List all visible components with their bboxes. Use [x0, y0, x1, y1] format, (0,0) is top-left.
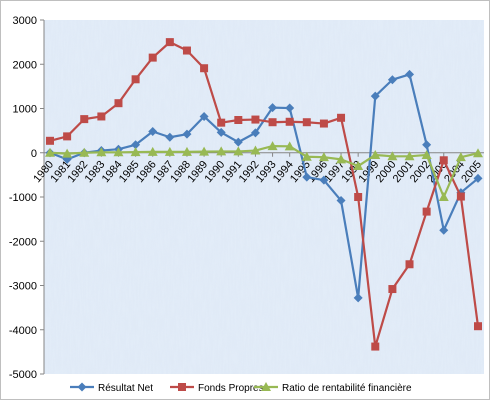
- data-point: [405, 69, 415, 79]
- data-point: [473, 148, 483, 158]
- y-tick-label: 0: [31, 148, 37, 160]
- data-point: [80, 115, 89, 124]
- data-point: [422, 140, 432, 150]
- data-point: [62, 148, 73, 158]
- data-point: [439, 225, 449, 235]
- plot-texture: [44, 20, 484, 374]
- legend-label: Résultat Net: [98, 383, 153, 394]
- data-point: [165, 132, 175, 142]
- legend-label: Fonds Propres: [198, 383, 264, 394]
- data-point: [148, 127, 158, 137]
- y-tick-label: 3000: [13, 15, 37, 27]
- data-point: [438, 192, 449, 201]
- data-point: [182, 46, 191, 55]
- data-point: [45, 147, 55, 157]
- data-point: [130, 147, 141, 157]
- data-point: [318, 152, 329, 162]
- data-point: [405, 260, 414, 269]
- legend-marker: [261, 382, 271, 391]
- data-point: [216, 146, 227, 156]
- data-point: [422, 207, 431, 216]
- data-point: [147, 146, 158, 156]
- data-point: [353, 293, 363, 303]
- data-point: [181, 146, 192, 156]
- data-point: [250, 145, 261, 155]
- data-point: [96, 147, 107, 157]
- data-point: [371, 342, 380, 351]
- data-point: [234, 116, 243, 125]
- data-point: [63, 132, 72, 141]
- data-point: [217, 118, 226, 127]
- data-point: [251, 115, 260, 124]
- data-point: [387, 75, 397, 85]
- data-point: [148, 53, 157, 62]
- data-point: [370, 91, 380, 101]
- data-point: [285, 117, 294, 126]
- data-point: [302, 172, 312, 182]
- plot-area: [43, 20, 484, 374]
- y-tick-label: -5000: [9, 369, 37, 381]
- data-point: [388, 285, 397, 294]
- data-point: [164, 146, 175, 156]
- data-point: [336, 196, 346, 206]
- data-point: [113, 147, 124, 157]
- data-point: [473, 173, 483, 183]
- series-1: [45, 69, 483, 303]
- data-point: [421, 149, 432, 159]
- data-point: [199, 111, 209, 121]
- data-point: [268, 118, 277, 127]
- data-point: [182, 129, 192, 139]
- data-point: [284, 141, 295, 151]
- data-point: [268, 103, 278, 113]
- data-point: [370, 149, 381, 159]
- legend: Résultat Net Fonds Propres Ratio de rentab…: [70, 382, 412, 394]
- data-point: [233, 146, 244, 156]
- legend-marker: [178, 383, 186, 391]
- data-point: [285, 103, 295, 113]
- series-layer: [45, 38, 483, 351]
- data-point: [319, 119, 328, 128]
- data-point: [319, 175, 329, 185]
- data-point: [404, 151, 415, 161]
- data-point: [455, 152, 466, 162]
- legend-label: Ratio de rentabilité financière: [282, 383, 412, 394]
- data-point: [337, 113, 346, 122]
- data-point: [165, 38, 174, 47]
- legend-marker: [77, 382, 87, 392]
- data-point: [456, 192, 465, 201]
- data-point: [131, 140, 141, 150]
- y-tick-label: 2000: [13, 59, 37, 71]
- data-point: [79, 147, 90, 157]
- data-point: [302, 118, 311, 127]
- data-point: [200, 64, 209, 73]
- data-point: [216, 127, 226, 137]
- y-tick-label: -1000: [9, 192, 37, 204]
- data-point: [97, 112, 106, 121]
- series-line: [49, 145, 479, 199]
- data-point: [354, 193, 363, 201]
- y-tick-label: -2000: [9, 236, 37, 248]
- y-axis: 3000 2000 1000 0 -1000 -2000 -3000 -4000 -5000: [9, 15, 44, 381]
- data-point: [199, 146, 210, 156]
- data-point: [46, 136, 54, 145]
- y-tick-label: 1000: [13, 104, 37, 116]
- y-tick-label: -3000: [9, 281, 37, 293]
- data-point: [353, 161, 364, 171]
- data-point: [439, 156, 448, 165]
- data-point: [114, 99, 123, 108]
- data-point: [336, 154, 347, 164]
- data-point: [250, 128, 260, 138]
- y-tick-label: -4000: [9, 325, 37, 337]
- series-3: [45, 141, 483, 201]
- data-point: [267, 141, 278, 151]
- data-point: [301, 151, 312, 161]
- data-point: [387, 151, 398, 161]
- data-point: [131, 75, 140, 84]
- data-point: [233, 137, 243, 147]
- series-2: [46, 38, 482, 351]
- data-point: [474, 322, 482, 331]
